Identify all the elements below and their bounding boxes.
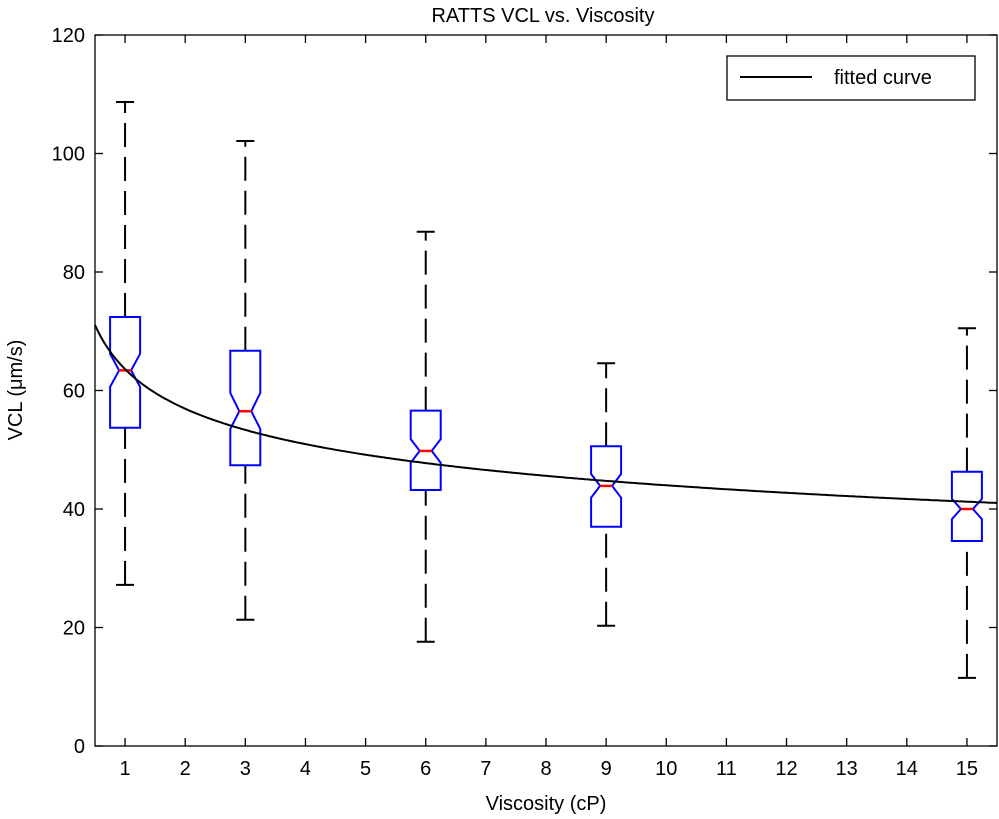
x-tick-label: 4 <box>300 758 311 780</box>
fitted-curve-line <box>94 324 998 504</box>
legend: fitted curve <box>726 55 976 101</box>
x-tick-label: 1 <box>120 758 131 780</box>
y-tick-label: 20 <box>63 618 85 640</box>
box-series <box>109 100 983 679</box>
x-tick-label: 10 <box>655 758 677 780</box>
y-tick-label: 40 <box>63 499 85 521</box>
x-tick-label: 2 <box>180 758 191 780</box>
box-x3 <box>229 140 262 621</box>
notched-box <box>109 316 142 429</box>
chart-title: RATTS VCL vs. Viscosity <box>431 5 654 27</box>
x-tick-label: 6 <box>420 758 431 780</box>
x-tick-label: 11 <box>716 758 737 780</box>
y-tick-label: 100 <box>52 144 85 166</box>
box-x6 <box>409 230 442 643</box>
y-tick-label: 120 <box>52 25 85 47</box>
x-tick-label: 15 <box>956 758 978 780</box>
x-tick-label: 3 <box>240 758 251 780</box>
x-tick-label: 5 <box>360 758 371 780</box>
legend-label-fitted-curve: fitted curve <box>834 67 932 89</box>
box-x9 <box>590 362 623 627</box>
x-tick-label: 8 <box>540 758 551 780</box>
x-tick-label: 9 <box>601 758 612 780</box>
x-axis-title: Viscosity (cP) <box>486 793 607 815</box>
x-tick-label: 7 <box>480 758 491 780</box>
y-tick-label: 60 <box>63 381 85 403</box>
notched-box <box>229 349 262 467</box>
box-x1 <box>109 100 142 586</box>
y-axis-title: VCL (μm/s) <box>5 340 27 441</box>
x-tick-label: 14 <box>896 758 918 780</box>
y-tick-label: 0 <box>74 736 85 758</box>
y-tick-label: 80 <box>63 262 85 284</box>
box-x15 <box>950 327 983 679</box>
notched-box <box>950 470 983 542</box>
x-tick-label: 12 <box>775 758 797 780</box>
x-tick-label: 13 <box>836 758 858 780</box>
